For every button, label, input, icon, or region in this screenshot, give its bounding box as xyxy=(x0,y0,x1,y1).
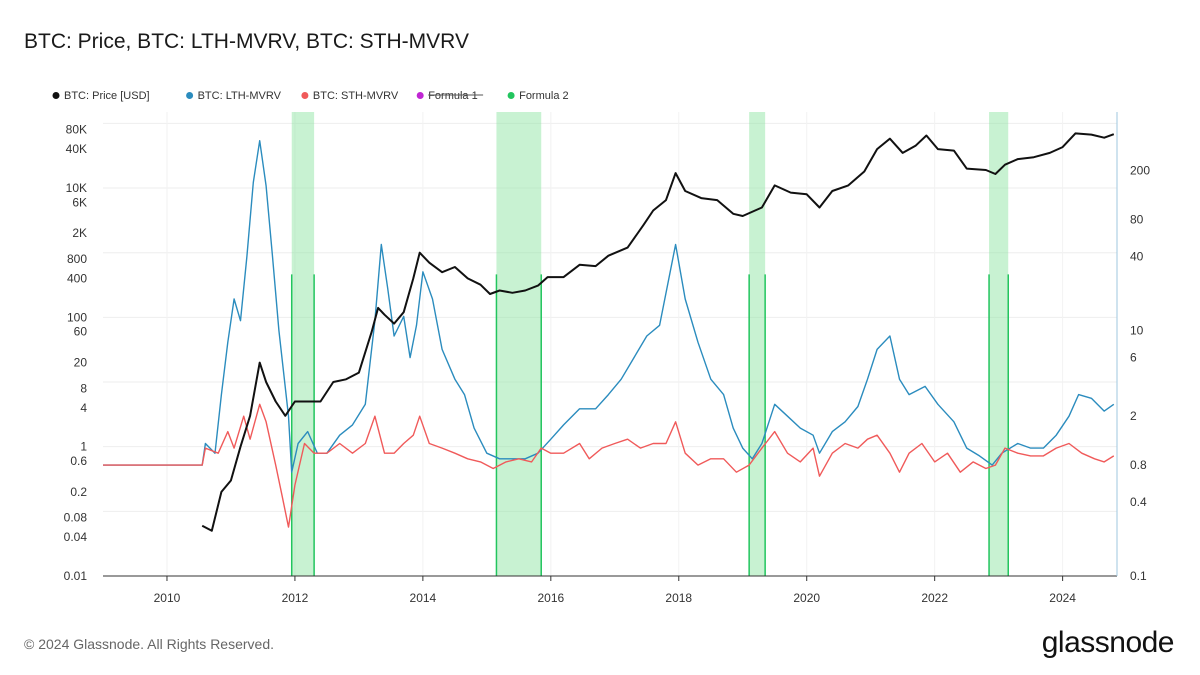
sth-mvrv-line xyxy=(103,403,1115,528)
y-left-tick-label: 4 xyxy=(80,401,87,415)
highlight-band xyxy=(291,112,315,576)
y-right-tick-label: 0.4 xyxy=(1130,495,1147,509)
y-left-tick-label: 0.2 xyxy=(70,485,87,499)
y-right-tick-label: 0.8 xyxy=(1130,458,1147,472)
x-tick-label: 2022 xyxy=(921,591,948,605)
y-right-tick-label: 2 xyxy=(1130,409,1137,423)
y-left-tick-label: 0.04 xyxy=(64,530,88,544)
x-tick-label: 2012 xyxy=(282,591,309,605)
chart-legend[interactable]: BTC: Price [USD] BTC: LTH-MVRV BTC: STH-MV… xyxy=(52,90,569,102)
brand-logo: glassnode xyxy=(1041,626,1175,659)
y-right-tick-label: 0.1 xyxy=(1130,569,1147,583)
legend-label: Formula 2 xyxy=(519,90,569,102)
x-tick-label: 2020 xyxy=(793,591,820,605)
axes: 2010 2012 2014 2016 2018 2020 2022 20240.010.04… xyxy=(64,112,1150,605)
formula-2-highlight-bands xyxy=(290,112,1009,576)
legend-marker xyxy=(416,92,424,99)
x-tick-label: 2016 xyxy=(537,591,564,605)
x-tick-label: 2018 xyxy=(665,591,692,605)
series-lines xyxy=(103,132,1115,532)
y-left-tick-label: 80K xyxy=(66,123,87,137)
x-tick-label: 2014 xyxy=(410,591,437,605)
y-left-tick-label: 400 xyxy=(67,271,87,285)
y-left-tick-label: 800 xyxy=(67,252,87,266)
highlight-band xyxy=(989,112,1009,576)
legend-marker xyxy=(52,92,60,99)
x-tick-label: 2010 xyxy=(154,591,181,605)
y-left-tick-label: 2K xyxy=(72,226,87,240)
legend-label: BTC: LTH-MVRV xyxy=(198,90,282,102)
y-left-tick-label: 20 xyxy=(74,356,88,370)
legend-marker xyxy=(186,92,194,99)
chart-svg: BTC: Price [USD] BTC: LTH-MVRV BTC: STH-MV… xyxy=(52,90,1150,605)
y-right-tick-label: 200 xyxy=(1130,164,1150,178)
legend-marker xyxy=(507,92,515,99)
price-line xyxy=(201,132,1115,532)
y-right-tick-label: 80 xyxy=(1130,212,1144,226)
legend-marker xyxy=(301,92,309,99)
y-left-tick-label: 1 xyxy=(80,440,87,454)
y-right-tick-label: 10 xyxy=(1130,323,1144,337)
copyright-text: © 2024 Glassnode. All Rights Reserved. xyxy=(24,636,275,652)
lth-mvrv-line xyxy=(103,140,1115,473)
y-left-tick-label: 60 xyxy=(74,325,88,339)
chart-title: BTC: Price, BTC: LTH-MVRV, BTC: STH-MVRV xyxy=(24,30,469,53)
y-right-tick-label: 6 xyxy=(1130,351,1137,365)
y-left-tick-label: 0.01 xyxy=(64,569,88,583)
y-left-tick-label: 40K xyxy=(66,142,87,156)
y-left-tick-label: 10K xyxy=(66,181,87,195)
legend-label: BTC: Price [USD] xyxy=(64,90,150,102)
highlight-band xyxy=(496,112,542,576)
y-left-tick-label: 8 xyxy=(80,381,87,395)
y-left-tick-label: 100 xyxy=(67,310,87,324)
y-left-tick-label: 6K xyxy=(72,195,87,209)
y-left-tick-label: 0.6 xyxy=(70,454,87,468)
grid-lines xyxy=(103,112,1117,577)
y-right-tick-label: 40 xyxy=(1130,249,1144,263)
highlight-band xyxy=(749,112,766,576)
y-left-tick-label: 0.08 xyxy=(64,511,88,525)
legend-label: Formula 1 xyxy=(428,90,478,102)
legend-label: BTC: STH-MVRV xyxy=(313,90,399,102)
x-tick-label: 2024 xyxy=(1049,591,1076,605)
